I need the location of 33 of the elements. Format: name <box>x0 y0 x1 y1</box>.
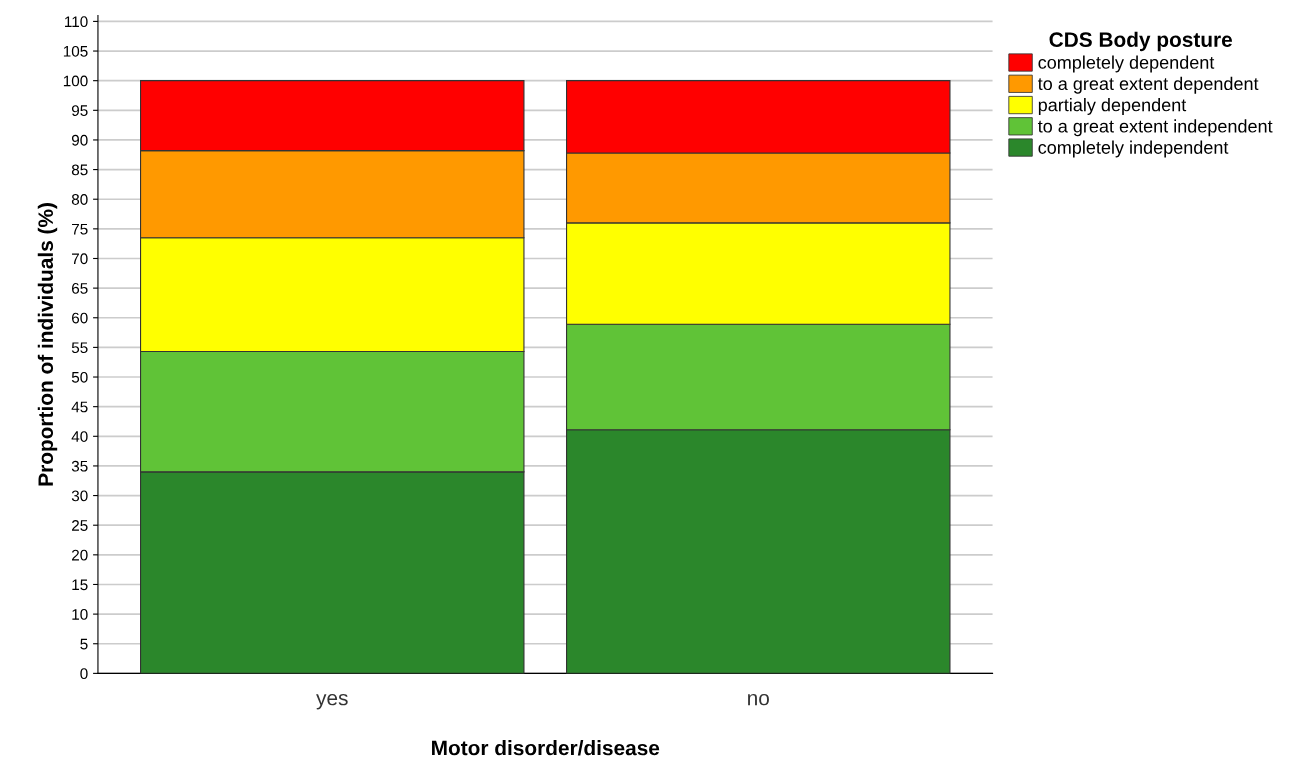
legend-label: to a great extent independent <box>1037 119 1273 137</box>
y-tick-label: 40 <box>71 431 88 442</box>
legend-title: CDS Body posture <box>1049 31 1233 52</box>
y-tick-label: 50 <box>71 371 88 383</box>
legend-label: to a great extent dependent <box>1037 76 1259 94</box>
x-tick-label: no <box>748 693 769 706</box>
y-tick-label: 110 <box>65 16 88 28</box>
y-tick-label: 80 <box>71 194 88 205</box>
y-tick-label: 65 <box>72 282 88 294</box>
y-tick-label: 10 <box>72 608 88 620</box>
x-tick-label: yes <box>316 693 348 710</box>
y-tick-label: 5 <box>80 638 88 650</box>
y-tick-label: 55 <box>71 342 88 354</box>
legend-label: completely independent <box>1038 140 1229 158</box>
y-tick-label: 60 <box>72 312 88 324</box>
x-axis-title: Motor disorder/disease <box>432 740 660 756</box>
y-tick-label: 25 <box>72 520 88 531</box>
legend-label: completely dependent <box>1038 55 1215 73</box>
y-tick-label: 15 <box>72 579 88 591</box>
y-tick-label: 35 <box>71 460 88 472</box>
legend-label: partialy dependent <box>1038 98 1187 115</box>
y-tick-label: 75 <box>72 223 88 235</box>
y-tick-label: 105 <box>63 45 88 57</box>
y-tick-label: 85 <box>71 164 88 176</box>
y-tick-label: 45 <box>71 401 88 413</box>
y-tick-label: 100 <box>63 75 88 87</box>
y-tick-label: 95 <box>71 105 88 116</box>
y-axis-title: Proportion of individuals (%) <box>37 203 58 486</box>
y-tick-label: 0 <box>80 668 88 680</box>
y-tick-label: 90 <box>71 134 88 146</box>
y-tick-label: 30 <box>71 490 88 502</box>
y-tick-label: 70 <box>72 253 88 265</box>
y-tick-label: 20 <box>72 549 88 561</box>
